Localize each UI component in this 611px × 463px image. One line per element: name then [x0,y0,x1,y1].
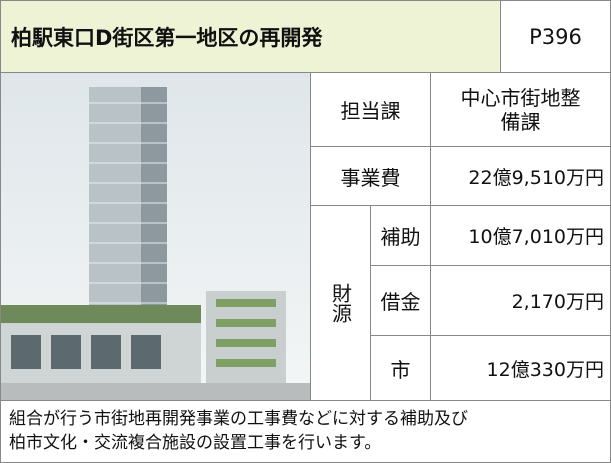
description: 組合が行う市街地再開発事業の工事費などに対する補助及び 柏市文化・交流複合施設の… [9,407,468,455]
row-value: 22億9,510万円 [431,147,610,206]
page: 柏駅東口D街区第一地区の再開発 P396 担当課 中心市街地整備課 事業費 22… [0,0,611,463]
funding-source: 補助 [371,206,431,266]
row-label: 事業費 [311,147,431,206]
funding-amount: 10億7,010万円 [431,206,610,266]
title: 柏駅東口D街区第一地区の再開発 [1,1,501,73]
funding-source: 市 [371,336,431,401]
description-line: 組合が行う市街地再開発事業の工事費などに対する補助及び [9,407,468,431]
building-image [1,73,311,401]
page-number: P396 [501,1,610,73]
funding-label: 財源 [311,206,371,401]
description-line: 柏市文化・交流複合施設の設置工事を行います。 [9,431,468,455]
illustration [1,73,310,400]
row-value-text: 中心市街地整備課 [456,86,586,134]
funding-source: 借金 [371,266,431,336]
funding-amount: 2,170万円 [431,266,610,336]
funding-amount: 12億330万円 [431,336,610,401]
row-value: 中心市街地整備課 [431,73,610,147]
row-label: 担当課 [311,73,431,147]
